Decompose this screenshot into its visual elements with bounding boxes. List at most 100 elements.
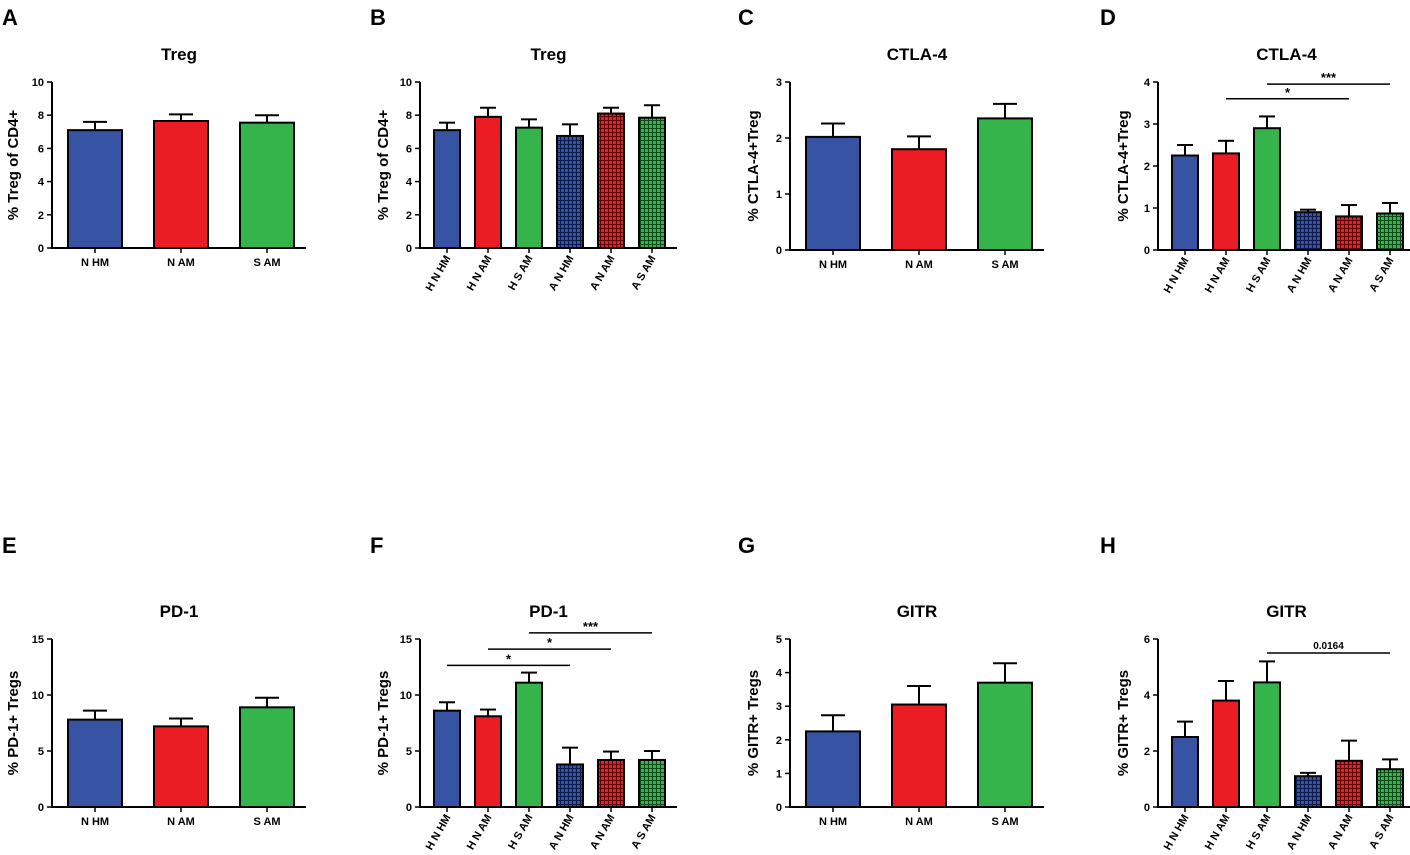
category-label: S AM (991, 816, 1018, 828)
category-label: A N HM (547, 813, 577, 853)
panel-letter: B (370, 5, 386, 30)
panel-d: D CTLA-4 0 1 2 3 4 % CTLA-4+Treg H N HM H N AM H S… (1100, 5, 1410, 295)
category-label: A N HM (1285, 813, 1315, 853)
category-label: A N HM (547, 254, 577, 294)
panel-e: E PD-1 0 5 10 15 % PD-1+ Tregs N HM N AM S AM (2, 533, 306, 828)
category-label: A S AM (1367, 813, 1396, 852)
category-label: N AM (167, 257, 195, 269)
y-tick-label: 0 (1144, 245, 1150, 257)
significance-label: * (1285, 85, 1291, 100)
bar-n-hm (67, 718, 123, 809)
significance-label: *** (1321, 70, 1337, 85)
y-tick-label: 2 (1144, 161, 1150, 173)
y-tick-label: 5 (38, 746, 44, 758)
bar-a-s-am (1376, 212, 1404, 252)
y-axis-label: % PD-1+ Tregs (375, 671, 392, 776)
panel-f: F PD-1 0 5 10 15 % PD-1+ Tregs H N HM H N AM H S … (370, 533, 677, 852)
category-label: H N AM (465, 813, 495, 853)
chart-title: GITR (1266, 602, 1307, 621)
category-label: S AM (253, 816, 280, 828)
bar-a-s-am (638, 116, 666, 249)
panel-letter: C (738, 5, 754, 30)
y-tick-label: 10 (32, 690, 44, 702)
bar-n-hm (67, 129, 123, 249)
y-tick-label: 4 (776, 668, 783, 680)
y-axis-label: % GITR+ Tregs (1115, 670, 1132, 776)
y-tick-label: 5 (776, 634, 782, 646)
y-tick-label: 10 (32, 77, 44, 89)
y-tick-label: 2 (776, 735, 782, 747)
y-tick-label: 1 (776, 768, 782, 780)
bar-h-n-am (474, 115, 502, 249)
category-label: H N HM (1162, 256, 1192, 296)
bar-h-s-am (515, 126, 543, 249)
category-label: N HM (819, 259, 847, 271)
category-label: A N AM (588, 813, 618, 852)
bar-s-am (977, 681, 1033, 808)
category-label: A N HM (1285, 256, 1315, 296)
category-label: H S AM (1244, 813, 1273, 852)
y-tick-label: 3 (1144, 119, 1150, 131)
category-label: A S AM (629, 254, 658, 293)
category-label: A S AM (629, 813, 658, 852)
chart-title: Treg (161, 45, 197, 64)
y-tick-label: 4 (406, 177, 413, 189)
significance-label: *** (583, 619, 599, 634)
panel-letter: H (1100, 533, 1116, 558)
y-tick-label: 1 (776, 189, 782, 201)
y-tick-label: 3 (776, 701, 782, 713)
category-label: S AM (991, 259, 1018, 271)
panel-letter: D (1100, 5, 1116, 30)
y-axis-label: % CTLA-4+Treg (745, 110, 762, 221)
bar-a-n-hm (556, 763, 584, 809)
y-tick-label: 6 (406, 143, 412, 155)
significance-label: 0.0164 (1313, 641, 1344, 652)
y-tick-label: 0 (1144, 802, 1150, 814)
y-tick-label: 2 (406, 210, 412, 222)
panel-b: B Treg 0 2 4 6 8 10 % Treg of CD4+ H N HM H N AM H … (370, 5, 677, 293)
panel-c: C CTLA-4 0 1 2 3 % CTLA-4+Treg N HM N AM S AM (738, 5, 1044, 271)
y-tick-label: 4 (38, 177, 45, 189)
y-axis-label: % CTLA-4+Treg (1115, 110, 1132, 221)
bar-h-n-am (1212, 152, 1240, 251)
panel-a: A Treg 0 2 4 6 8 10 % Treg of CD4+ N HM N AM S AM (2, 5, 306, 269)
bar-a-s-am (1376, 768, 1404, 809)
y-tick-label: 2 (1144, 746, 1150, 758)
bar-h-n-hm (1171, 154, 1199, 251)
category-label: H N AM (465, 254, 495, 294)
panel-g: G GITR 0 1 2 3 4 5 % GITR+ Tregs N HM N AM S AM (738, 533, 1044, 828)
panel-letter: F (370, 533, 383, 558)
chart-title: PD-1 (529, 602, 568, 621)
category-label: A N AM (588, 254, 618, 293)
category-label: N AM (167, 816, 195, 828)
y-tick-label: 8 (406, 110, 412, 122)
bar-s-am (977, 117, 1033, 252)
category-label: N HM (81, 816, 109, 828)
category-label: A N AM (1326, 256, 1356, 295)
category-label: H N AM (1203, 256, 1233, 296)
bar-n-am (891, 703, 947, 809)
bar-h-n-hm (433, 709, 461, 808)
bar-n-hm (805, 135, 861, 252)
bar-h-s-am (1253, 127, 1281, 251)
y-tick-label: 2 (38, 210, 44, 222)
bar-a-s-am (638, 758, 666, 809)
y-axis-label: % PD-1+ Tregs (5, 671, 22, 776)
bar-a-n-hm (1294, 211, 1322, 251)
bar-n-hm (805, 730, 861, 809)
significance-label: * (506, 651, 512, 666)
y-tick-label: 10 (400, 690, 412, 702)
y-tick-label: 10 (400, 77, 412, 89)
category-label: S AM (253, 257, 280, 269)
category-label: H S AM (1244, 256, 1273, 295)
category-label: N HM (819, 816, 847, 828)
y-tick-label: 0 (406, 243, 412, 255)
bar-n-am (153, 120, 209, 249)
category-label: A S AM (1367, 256, 1396, 295)
chart-title: PD-1 (160, 602, 199, 621)
bar-h-n-am (474, 715, 502, 809)
panel-h: H GITR 0 2 4 6 % GITR+ Tregs H N HM H N AM H S AM… (1100, 533, 1410, 852)
bar-h-n-hm (433, 129, 461, 249)
y-tick-label: 6 (38, 143, 44, 155)
